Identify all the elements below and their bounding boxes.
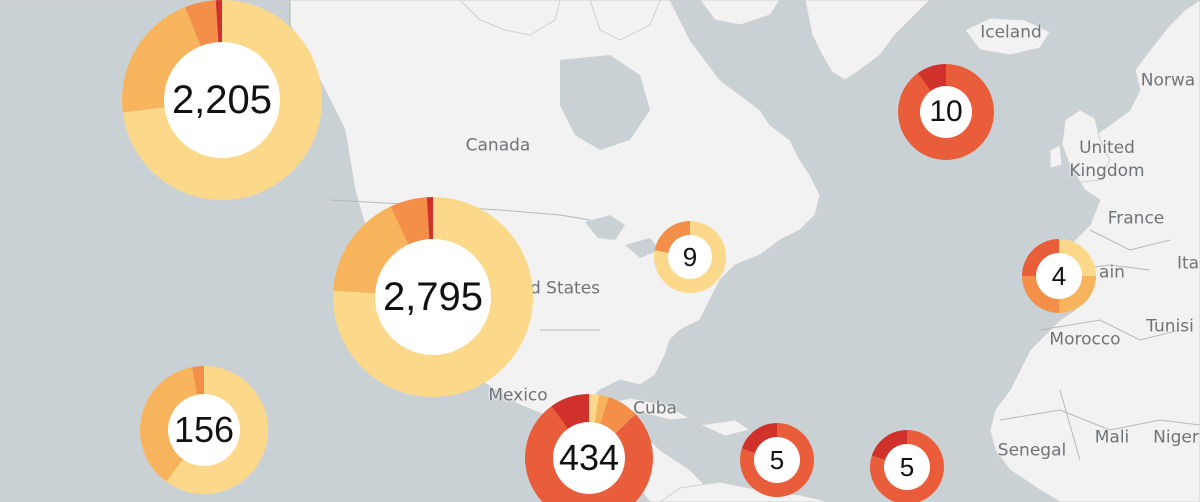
cluster-hole — [375, 239, 491, 355]
country-label-canada: Canada — [465, 135, 531, 156]
cluster-2795[interactable]: 2,795 — [333, 197, 533, 397]
country-label-united-kingdom: United Kingdom — [1069, 138, 1145, 181]
cluster-donut — [1022, 239, 1096, 313]
borders — [289, 0, 1200, 461]
cluster-5-caribbean[interactable]: 5 — [740, 423, 814, 497]
cluster-156[interactable]: 156 — [140, 366, 268, 494]
cluster-2205[interactable]: 2,205 — [122, 0, 322, 200]
cluster-hole — [668, 235, 712, 279]
cluster-segment — [870, 430, 944, 502]
cluster-donut — [140, 366, 268, 494]
country-label-spain: ain — [1099, 262, 1125, 283]
land-hispaniola — [698, 419, 752, 437]
country-label-morocco: Morocco — [1049, 329, 1121, 350]
cluster-hole — [553, 422, 625, 494]
country-label-iceland: Iceland — [980, 22, 1042, 43]
cluster-5-east[interactable]: 5 — [870, 430, 944, 502]
cluster-donut — [870, 430, 944, 502]
country-label-france: France — [1107, 208, 1165, 229]
cluster-hole — [884, 444, 930, 490]
cluster-donut — [898, 64, 994, 160]
country-label-niger: Niger — [1153, 427, 1199, 448]
cluster-10[interactable]: 10 — [898, 64, 994, 160]
country-label-mali: Mali — [1094, 427, 1130, 448]
land-iceland — [964, 17, 1051, 56]
cluster-hole — [168, 394, 240, 466]
country-label-norway: Norwa — [1140, 70, 1196, 91]
country-label-cuba: Cuba — [633, 398, 677, 419]
country-label-italy: Ita — [1176, 253, 1200, 274]
great-lakes — [585, 215, 660, 258]
cluster-segment — [525, 406, 653, 502]
cluster-donut — [122, 0, 322, 200]
land-uk — [1049, 109, 1111, 183]
cluster-4[interactable]: 4 — [1022, 239, 1096, 313]
cluster-hole — [1036, 253, 1082, 299]
hudson-bay — [560, 55, 650, 150]
country-label-senegal: Senegal — [997, 440, 1067, 461]
country-label-tunisia: Tunisi — [1146, 316, 1194, 337]
cluster-donut — [333, 197, 533, 397]
country-label-united-states: d States — [529, 278, 601, 299]
country-label-mexico: Mexico — [488, 385, 548, 406]
cluster-donut — [654, 221, 726, 293]
cluster-donut — [525, 394, 653, 502]
land-arctic-islands — [459, 0, 781, 41]
land-greenland — [804, 0, 931, 81]
cluster-hole — [164, 42, 280, 158]
cluster-hole — [754, 437, 800, 483]
cluster-donut — [740, 423, 814, 497]
cluster-9[interactable]: 9 — [654, 221, 726, 293]
cluster-hole — [920, 86, 972, 138]
cluster-434[interactable]: 434 — [525, 394, 653, 502]
